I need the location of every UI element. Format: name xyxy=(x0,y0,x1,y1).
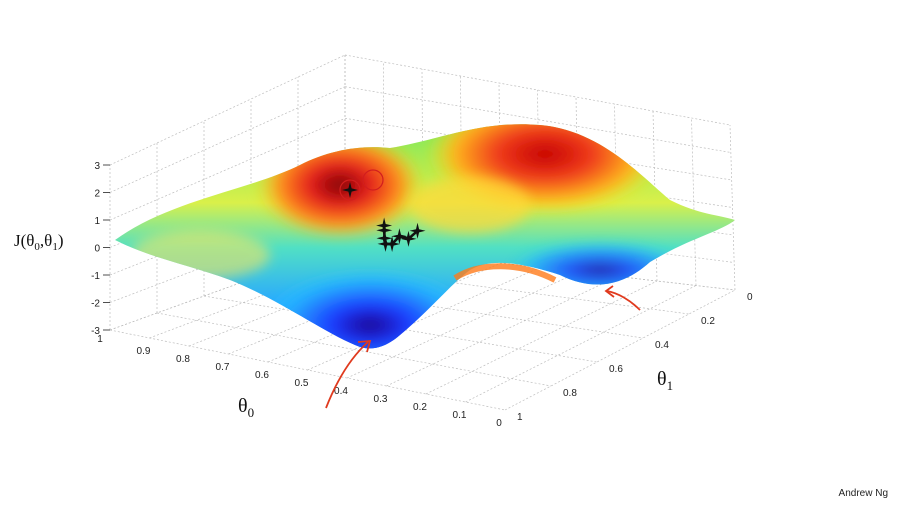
z-tick-label: -3 xyxy=(91,326,100,337)
x-tick-label: 0.9 xyxy=(137,346,151,357)
grid-line xyxy=(729,124,736,291)
grid-line xyxy=(203,295,598,363)
y-tick-label: 1 xyxy=(517,412,523,423)
x-tick-label: 0.8 xyxy=(176,354,190,365)
z-tick-label: 0 xyxy=(94,244,100,255)
z-tick-label: -2 xyxy=(91,299,100,310)
grid-line xyxy=(465,285,697,403)
y-axis-ticks: 0 0.2 0.4 0.6 0.8 1 xyxy=(517,292,753,423)
grid-line xyxy=(344,117,732,181)
x-tick-label: 0.7 xyxy=(216,362,230,373)
grid-line xyxy=(109,329,506,411)
y-tick-label: 0.4 xyxy=(655,340,669,351)
x-tick-label: 0.2 xyxy=(413,402,427,413)
x-axis-ticks: 1 0.9 0.8 0.7 0.6 0.5 0.4 0.3 0.2 0.1 0 xyxy=(97,334,502,429)
descent-step-marker xyxy=(377,235,394,252)
descent-step-marker xyxy=(376,230,393,247)
z-axis-label: J(θ0,θ1) xyxy=(14,231,64,253)
start-circle xyxy=(362,169,384,191)
grid-line xyxy=(344,86,731,153)
z-axis-ticks: 3 2 1 0 -1 -2 -3 xyxy=(91,161,110,337)
arrowhead-valley xyxy=(357,339,372,353)
grid-line xyxy=(109,118,346,221)
descent-step-marker xyxy=(391,228,408,245)
arrowhead-right xyxy=(604,285,615,298)
z-tick-label: 3 xyxy=(94,161,100,172)
z-tick-label: 1 xyxy=(94,216,100,227)
x-tick-label: 0.6 xyxy=(255,370,269,381)
x-tick-label: 1 xyxy=(97,334,103,345)
x-tick-label: 0 xyxy=(496,418,502,429)
credit: Andrew Ng xyxy=(838,488,888,499)
grid-line xyxy=(156,312,552,387)
grid-line xyxy=(346,271,580,379)
x-tick-label: 0.1 xyxy=(453,410,467,421)
descent-step-marker xyxy=(342,182,358,198)
z-tick-label: -1 xyxy=(91,271,100,282)
y-tick-label: 0.6 xyxy=(609,364,623,375)
annotation-arrows xyxy=(325,285,641,409)
start-circle xyxy=(339,179,361,201)
y-axis-label: θ1 xyxy=(657,368,673,393)
gradient-descent-path xyxy=(342,182,426,252)
arrow-valley xyxy=(325,341,369,409)
grid-line xyxy=(344,54,731,126)
x-axis-label: θ0 xyxy=(238,395,254,420)
arrow-right xyxy=(606,290,641,311)
y-tick-label: 0.8 xyxy=(563,388,577,399)
x-tick-label: 0.4 xyxy=(334,386,348,397)
descent-step-marker xyxy=(400,230,417,247)
descent-step-marker xyxy=(409,222,426,239)
grid-line xyxy=(425,280,658,395)
grid-line xyxy=(109,54,346,166)
descent-step-marker xyxy=(376,217,393,234)
z-tick-label: 2 xyxy=(94,189,100,200)
x-tick-label: 0.3 xyxy=(374,394,388,405)
y-tick-label: 0 xyxy=(747,292,753,303)
grid-line xyxy=(386,276,619,387)
x-tick-label: 0.5 xyxy=(295,378,309,389)
y-tick-label: 0.2 xyxy=(701,316,715,327)
grid-line xyxy=(504,289,736,411)
grid-line xyxy=(109,86,346,193)
cost-surface xyxy=(115,124,735,349)
